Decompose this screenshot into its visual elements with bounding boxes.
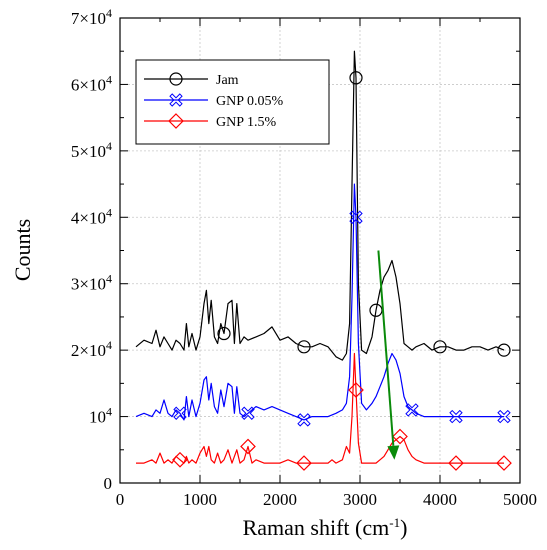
data-marker-diamond [168, 113, 184, 129]
data-marker-circle [217, 326, 231, 341]
data-marker-diamond [172, 451, 188, 468]
x-axis-title-text: Raman shift (cm [243, 515, 390, 540]
y-tick-exponent: 4 [106, 139, 112, 153]
tick-labels: 0 1000 2000 3000 4000 500001042×1043×1044×104… [71, 6, 537, 509]
y-tick-label: 5×104 [71, 139, 112, 161]
data-marker-circle [297, 340, 311, 354]
x-axis-title: Raman shift (cm-1) [243, 515, 408, 540]
data-marker-diamond [392, 428, 408, 445]
data-marker-x [297, 413, 311, 427]
y-tick-exponent: 4 [106, 205, 112, 219]
y-tick-exponent: 4 [106, 338, 112, 352]
y-tick-label: 6×104 [71, 72, 112, 94]
series-line-x [135, 183, 504, 421]
data-marker-diamond [296, 455, 312, 471]
data-marker-x [169, 93, 183, 107]
y-tick-exponent: 4 [106, 72, 112, 86]
x-tick-label: 1000 [183, 490, 217, 509]
y-tick-exponent: 4 [106, 272, 112, 286]
x-axis-title-close: ) [400, 515, 407, 540]
series-layer [135, 50, 512, 471]
data-marker-diamond [448, 455, 464, 471]
data-marker-diamond [348, 382, 364, 398]
y-tick-label: 3×104 [71, 272, 112, 294]
annotation-arrow [377, 250, 400, 460]
series-line-diamond [136, 352, 504, 464]
arrow-head [387, 445, 400, 460]
data-marker-x [405, 403, 419, 417]
y-tick-mantissa: 2×10 [71, 341, 106, 360]
x-axis-title-sup: -1 [389, 515, 400, 530]
data-marker-x [349, 210, 363, 224]
data-marker-circle [497, 343, 511, 357]
y-tick-label: 104 [89, 405, 112, 427]
legend-label: Jam [216, 73, 239, 88]
y-tick-mantissa: 7×10 [71, 9, 106, 28]
y-tick-exponent: 4 [106, 405, 112, 419]
legend-label: GNP 1.5% [216, 115, 276, 130]
data-marker-diamond [496, 455, 512, 471]
data-marker-x [497, 409, 511, 424]
legend-label: GNP 0.05% [216, 94, 283, 109]
data-marker-x [173, 406, 187, 420]
y-axis-title: Counts [10, 219, 35, 281]
data-marker-x [241, 406, 255, 420]
y-tick-label: 0 [104, 474, 113, 493]
data-marker-diamond [240, 438, 256, 455]
y-tick-label: 2×104 [71, 338, 112, 360]
y-tick-mantissa: 4×10 [71, 208, 106, 227]
x-tick-label: 4000 [423, 490, 457, 509]
y-tick-label: 7×104 [71, 6, 112, 28]
legend: Jam GNP 0.05% GNP 1.5% [135, 59, 330, 145]
data-marker-circle [349, 71, 363, 85]
y-tick-mantissa: 6×10 [71, 75, 106, 94]
x-tick-label: 5000 [503, 490, 537, 509]
series-line-circle [135, 50, 505, 361]
y-tick-label: 4×104 [71, 205, 112, 227]
y-tick-mantissa: 5×10 [71, 142, 106, 161]
x-tick-label: 3000 [343, 490, 377, 509]
y-tick-exponent: 4 [106, 6, 112, 20]
legend-box [135, 59, 330, 145]
x-tick-label: 2000 [263, 490, 297, 509]
y-tick-mantissa: 3×10 [71, 275, 106, 294]
data-marker-circle [169, 72, 183, 86]
tick-layer [119, 17, 521, 484]
y-tick-mantissa: 10 [89, 408, 106, 427]
arrow-shaft [377, 250, 395, 446]
x-tick-label: 0 [116, 490, 125, 509]
data-marker-circle [433, 340, 447, 354]
data-marker-x [449, 409, 463, 424]
